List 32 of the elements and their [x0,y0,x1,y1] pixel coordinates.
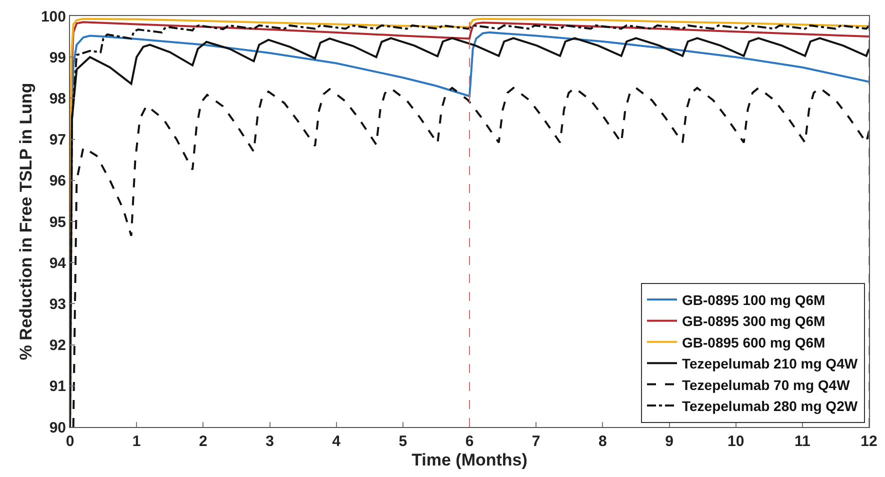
x-tick-label: 9 [665,433,674,450]
y-tick-label: 94 [49,254,67,272]
legend-label: Tezepelumab 70 mg Q4W [682,376,851,393]
y-tick-label: 97 [49,132,66,149]
x-tick-label: 0 [66,433,74,450]
y-tick-label: 100 [40,8,66,26]
x-tick-label: 7 [532,433,540,450]
legend-label: GB-0895 300 mg Q6M [682,313,826,330]
legend-label: Tezepelumab 210 mg Q4W [682,356,858,372]
y-axis-title: % Reduction in Free TSLP in Lung [16,82,36,360]
y-tick-label: 99 [49,49,66,66]
y-tick-label: 93 [49,296,66,313]
legend-label: GB-0895 600 mg Q6M [682,334,826,350]
x-tick-label: 10 [727,433,744,450]
legend-label: Tezepelumab 280 mg Q2W [682,398,858,414]
x-tick-label: 12 [860,433,878,450]
x-tick-label: 1 [132,433,141,450]
x-axis-title: Time (Months) [412,450,528,470]
legend-label: GB-0895 100 mg Q6M [682,292,826,308]
x-tick-label: 6 [465,433,474,450]
y-tick-label: 98 [49,90,66,108]
y-tick-label: 90 [49,419,66,436]
y-tick-label: 91 [49,378,66,396]
y-tick-label: 92 [49,337,66,354]
x-tick-label: 8 [598,433,607,450]
y-tick-label: 95 [49,214,66,231]
x-tick-label: 2 [199,433,208,450]
x-tick-label: 11 [794,433,810,450]
x-tick-label: 3 [266,433,274,450]
x-tick-label: 4 [332,433,342,450]
x-tick-label: 5 [398,433,408,450]
y-tick-label: 96 [49,172,66,190]
